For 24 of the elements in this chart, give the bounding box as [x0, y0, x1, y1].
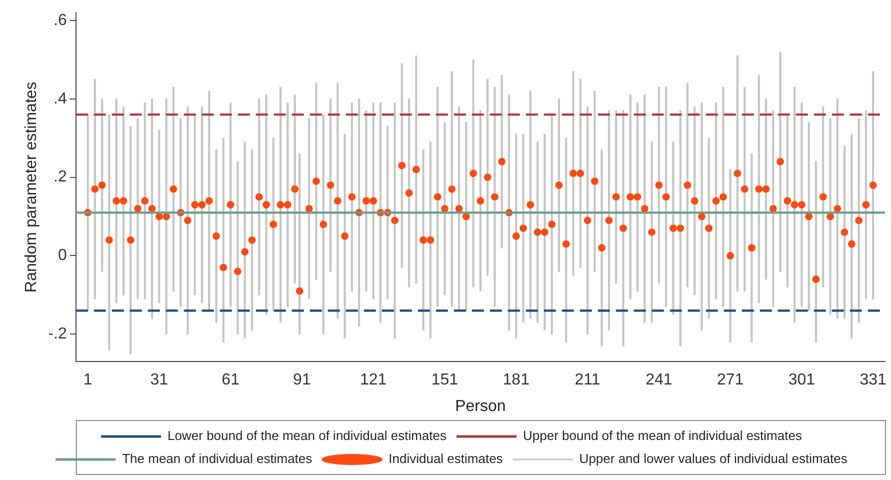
x-tick-label: 151: [431, 372, 458, 389]
x-tick-label: 1: [83, 372, 92, 389]
x-tick-label: 31: [150, 372, 168, 389]
legend-label: Upper bound of the mean of individual estimates: [523, 428, 802, 444]
y-tick-label: .6: [54, 12, 67, 29]
x-tick-label: 271: [716, 372, 744, 389]
x-tick-label: 61: [222, 372, 240, 389]
y-tick-label: 0: [58, 247, 67, 264]
x-tick-label: 121: [360, 372, 387, 389]
y-tick-label: .4: [54, 90, 67, 108]
x-axis-title: Person: [455, 398, 506, 415]
legend-label: Lower bound of the mean of individual estimates: [168, 428, 447, 444]
x-tick-label: 331: [860, 372, 887, 389]
y-axis-title: Random parameter estimates: [23, 82, 40, 292]
x-tick-label: 241: [646, 372, 672, 389]
legend-label: The mean of individual estimates: [122, 451, 313, 466]
y-tick-label: -.2: [48, 326, 67, 343]
x-tick-label: 91: [293, 372, 311, 389]
x-tick-label: 301: [788, 372, 816, 389]
legend-label: Upper and lower values of individual estimates: [579, 451, 848, 466]
x-tick-label: 181: [502, 372, 530, 389]
x-tick-label: 211: [574, 372, 600, 389]
y-tick-label: .2: [54, 168, 67, 186]
legend-label: Individual estimates: [388, 451, 504, 466]
